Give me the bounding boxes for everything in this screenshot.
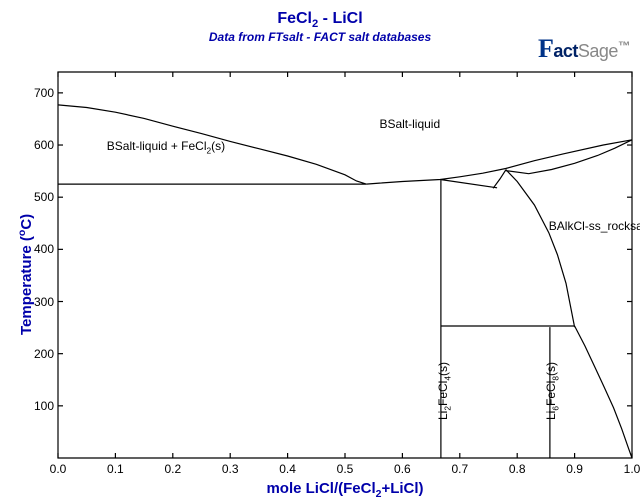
- curve-path: [506, 170, 575, 328]
- x-tick-label: 0.7: [451, 462, 468, 476]
- region-label: BSalt-liquid + FeCl2(s): [107, 139, 225, 153]
- x-tick-label: 1.0: [624, 462, 640, 476]
- y-axis-label: Temperature (oC): [18, 214, 35, 335]
- curve-path: [575, 326, 632, 458]
- y-tick-label: 100: [18, 399, 54, 413]
- x-tick-label: 0.5: [337, 462, 354, 476]
- phase-diagram-figure: FeCl2 - LiCl Data from FTsalt - FACT sal…: [0, 0, 640, 504]
- region-label: BSalt-liquid: [379, 117, 440, 131]
- y-tick-label: 700: [18, 86, 54, 100]
- region-label: BAlkCl-ss_rocksalt: [549, 219, 640, 233]
- x-tick-label: 0.3: [222, 462, 239, 476]
- x-axis-label: mole LiCl/(FeCl2+LiCl): [58, 480, 632, 497]
- curve-path: [366, 140, 632, 184]
- curve-path: [493, 170, 506, 188]
- x-tick-label: 0.9: [566, 462, 583, 476]
- y-tick-label: 600: [18, 138, 54, 152]
- x-tick-label: 0.1: [107, 462, 124, 476]
- y-tick-label: 300: [18, 295, 54, 309]
- x-tick-label: 0.4: [279, 462, 296, 476]
- x-tick-label: 0.2: [164, 462, 181, 476]
- x-tick-label: 0.6: [394, 462, 411, 476]
- plot-area: [0, 0, 640, 504]
- x-tick-label: 0.0: [50, 462, 67, 476]
- curve-path: [506, 140, 632, 174]
- y-tick-label: 400: [18, 242, 54, 256]
- y-tick-label: 200: [18, 347, 54, 361]
- x-tick-label: 0.8: [509, 462, 526, 476]
- region-label: Li6FeCl8(s): [544, 362, 558, 420]
- y-tick-label: 500: [18, 190, 54, 204]
- curve-path: [440, 180, 497, 188]
- region-label: Li2FeCl4(s): [436, 362, 450, 420]
